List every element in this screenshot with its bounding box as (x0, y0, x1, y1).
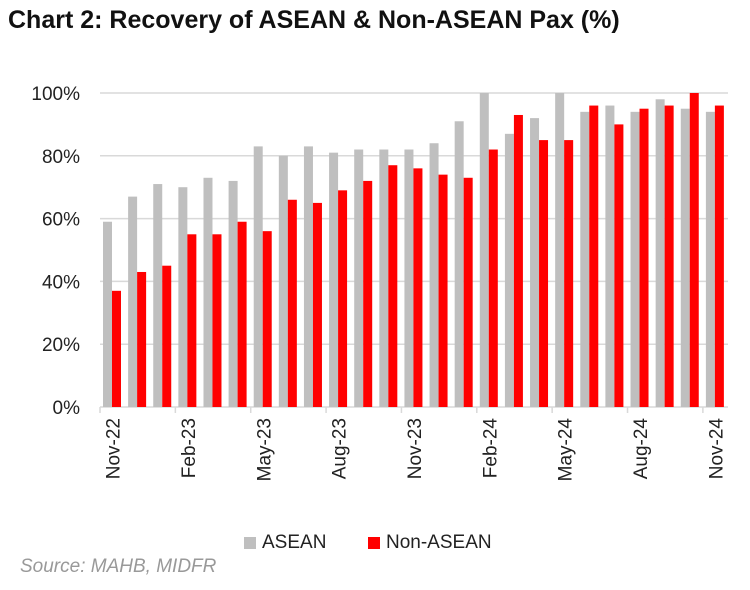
source-note: Source: MAHB, MIDFR (20, 556, 217, 577)
bar-asean-feb-23 (178, 187, 188, 407)
bar-asean-aug-24 (630, 111, 640, 407)
bar-asean-aug-23 (329, 152, 339, 407)
bar-asean-nov-24 (705, 111, 715, 407)
bar-non-asean-dec-23 (438, 174, 448, 407)
bar-non-asean-aug-23 (338, 190, 348, 407)
bar-non-asean-jul-24 (614, 124, 624, 408)
y-tick-label: 40% (42, 272, 80, 293)
bar-non-asean-nov-23 (413, 168, 423, 407)
bar-asean-jun-23 (278, 155, 288, 407)
legend-label: Non-ASEAN (386, 532, 492, 553)
bar-asean-dec-23 (429, 143, 439, 408)
bar-non-asean-sep-23 (363, 180, 373, 407)
bar-non-asean-may-23 (262, 231, 272, 407)
bar-asean-nov-23 (404, 149, 414, 407)
bar-non-asean-feb-24 (488, 149, 498, 407)
bar-non-asean-dec-22 (137, 271, 147, 407)
bar-non-asean-oct-23 (388, 165, 398, 407)
bar-asean-jan-23 (153, 184, 163, 407)
bar-asean-dec-22 (128, 196, 138, 407)
x-tick-label: Aug-24 (631, 418, 652, 480)
bar-asean-may-23 (253, 146, 263, 407)
x-tick-label: Feb-24 (480, 418, 501, 479)
bar-asean-nov-22 (103, 221, 112, 407)
x-tick-label: Nov-24 (706, 418, 727, 480)
bar-asean-mar-24 (504, 133, 514, 407)
bar-non-asean-nov-22 (112, 290, 121, 407)
y-tick-label: 20% (42, 335, 80, 356)
bar-asean-may-24 (555, 93, 565, 407)
bar-asean-jul-24 (605, 105, 615, 407)
bar-non-asean-jan-24 (463, 177, 473, 407)
bar-asean-jan-24 (454, 121, 464, 407)
bar-asean-oct-24 (680, 108, 690, 407)
chart-title: Chart 2: Recovery of ASEAN & Non-ASEAN P… (8, 6, 620, 34)
legend-asean: ASEAN (244, 532, 326, 554)
bar-asean-sep-23 (354, 149, 364, 407)
bar-asean-jul-23 (303, 146, 313, 407)
x-tick-label: Feb-23 (179, 418, 200, 478)
bar-asean-sep-24 (655, 99, 665, 407)
bar-non-asean-jun-24 (589, 105, 599, 407)
bar-non-asean-oct-24 (689, 93, 699, 407)
bar-asean-oct-23 (379, 149, 389, 407)
bar-non-asean-sep-24 (664, 105, 674, 407)
bar-non-asean-jul-23 (312, 202, 322, 407)
bar-asean-apr-23 (228, 180, 238, 407)
bar-non-asean-nov-24 (714, 105, 724, 407)
bar-non-asean-apr-24 (539, 140, 549, 407)
bar-non-asean-jan-23 (162, 265, 172, 407)
bar-non-asean-mar-23 (212, 234, 222, 407)
y-tick-label: 80% (42, 147, 80, 168)
bar-asean-jun-24 (580, 111, 590, 407)
legend-label: ASEAN (262, 532, 327, 553)
bar-non-asean-jun-23 (287, 199, 297, 407)
y-tick-label: 100% (31, 84, 80, 105)
bar-non-asean-apr-23 (237, 221, 247, 407)
legend-non-asean: Non-ASEAN (368, 532, 492, 554)
legend-swatch-non-asean (368, 537, 380, 549)
y-tick-label: 0% (53, 398, 81, 419)
bar-non-asean-mar-24 (513, 114, 523, 407)
bar-non-asean-aug-24 (639, 108, 649, 407)
bar-asean-feb-24 (479, 93, 489, 407)
bar-non-asean-feb-23 (187, 234, 197, 407)
bar-non-asean-may-24 (564, 140, 574, 407)
x-tick-label: May-23 (254, 418, 275, 481)
x-tick-label: Nov-22 (104, 418, 125, 479)
y-tick-label: 60% (42, 210, 80, 231)
x-tick-label: Aug-23 (330, 418, 351, 479)
bar-asean-apr-24 (530, 118, 540, 408)
bar-asean-mar-23 (203, 177, 213, 407)
x-tick-label: Nov-23 (405, 418, 426, 479)
legend-swatch-asean (244, 537, 256, 549)
x-tick-label: May-24 (556, 418, 577, 482)
